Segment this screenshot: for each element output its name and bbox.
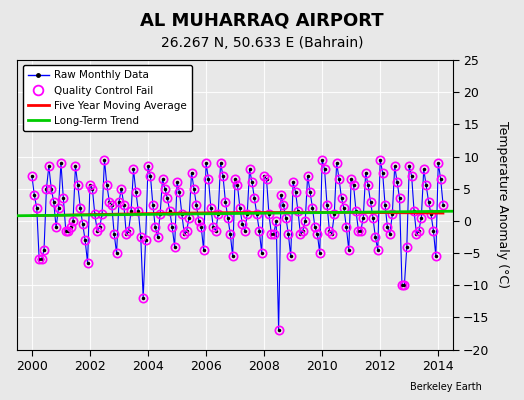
Legend: Raw Monthly Data, Quality Control Fail, Five Year Moving Average, Long-Term Tren: Raw Monthly Data, Quality Control Fail, … [23,65,192,131]
Text: 26.267 N, 50.633 E (Bahrain): 26.267 N, 50.633 E (Bahrain) [161,36,363,50]
Y-axis label: Temperature Anomaly (°C): Temperature Anomaly (°C) [496,121,509,288]
Text: Berkeley Earth: Berkeley Earth [410,382,482,392]
Text: AL MUHARRAQ AIRPORT: AL MUHARRAQ AIRPORT [140,12,384,30]
